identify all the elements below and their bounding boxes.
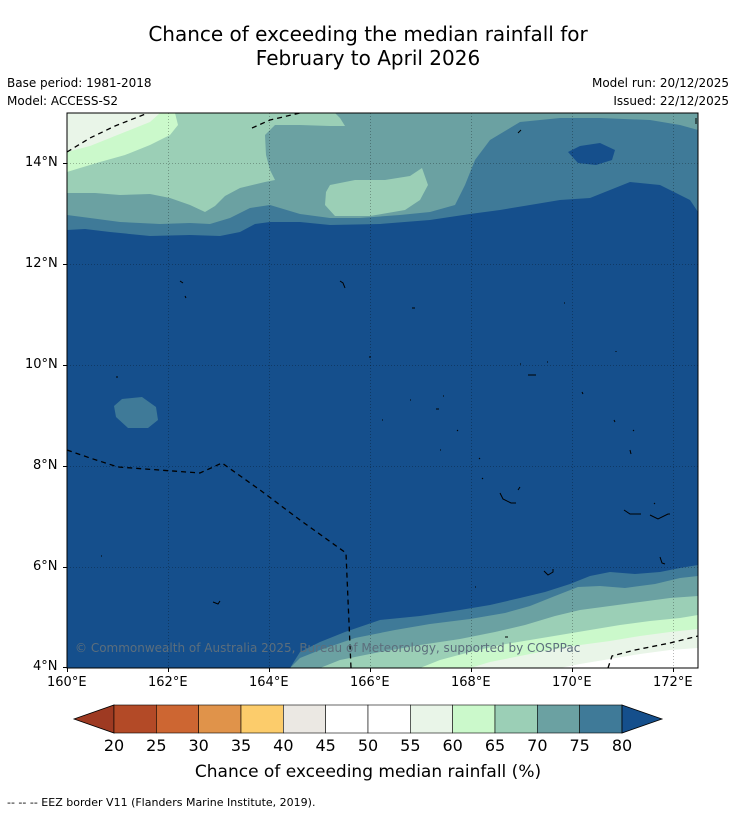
islands	[101, 118, 697, 638]
lat-label-14: 14°N	[25, 155, 58, 170]
lon-label-170: 170°E	[552, 675, 592, 690]
base-period: Base period: 1981-2018	[7, 76, 152, 90]
lon-label-160: 160°E	[47, 675, 87, 690]
colorbar-tick-label: 65	[484, 736, 506, 755]
colorbar-high-extension	[621, 704, 664, 734]
title-line-1: Chance of exceeding the median rainfall …	[148, 22, 588, 46]
colorbar-label: Chance of exceeding median rainfall (%)	[194, 762, 542, 782]
colorbar-tick-label: 40	[273, 736, 294, 755]
colorbar-tick-label: 45	[315, 736, 336, 755]
colorbar-swatch	[240, 704, 284, 734]
colorbar-tick-label: 55	[400, 736, 421, 755]
meta-right: Model run: 20/12/2025 Issued: 22/12/2025	[592, 74, 729, 110]
map-figure	[63, 112, 699, 734]
colorbar-swatch	[198, 704, 242, 734]
copyright-notice: © Commonwealth of Australia 2025, Bureau…	[75, 641, 581, 655]
tick-marks	[63, 163, 674, 672]
region-75-80-patch-west	[114, 397, 158, 428]
lat-label-12: 12°N	[25, 256, 58, 271]
meta-left: Base period: 1981-2018 Model: ACCESS-S2	[7, 74, 152, 110]
colorbar-tick-label: 50	[357, 736, 379, 755]
model-run: Model run: 20/12/2025	[591, 76, 729, 90]
map-plot	[67, 113, 698, 668]
lon-label-168: 168°E	[451, 675, 491, 690]
eez-border	[67, 113, 698, 668]
lon-label-172: 172°E	[653, 675, 693, 690]
colorbar-tick-label: 35	[230, 736, 252, 755]
colorbar-swatch	[367, 704, 411, 734]
colorbar-swatch	[410, 704, 453, 734]
colorbar	[72, 704, 664, 734]
colorbar-swatch	[283, 704, 326, 734]
model-name: Model: ACCESS-S2	[7, 94, 119, 108]
colorbar-swatch	[452, 704, 496, 734]
colorbar-swatch	[113, 704, 157, 734]
issued-date: Issued: 22/12/2025	[613, 94, 729, 108]
colorbar-tick-label: 70	[527, 736, 548, 755]
colorbar-tick-label: 30	[188, 736, 209, 755]
colorbar-tick-label: 75	[569, 736, 590, 755]
gridlines	[67, 113, 698, 668]
region-55-60-top	[67, 113, 160, 152]
region-65-70-patch	[325, 168, 428, 216]
colorbar-low-extension	[72, 704, 115, 734]
lon-label-162: 162°E	[148, 675, 188, 690]
colorbar-tick-label: 25	[146, 736, 167, 755]
lat-label-10: 10°N	[25, 357, 58, 372]
lat-label-4: 4°N	[33, 659, 58, 674]
region-above-80-patch-north	[568, 143, 615, 165]
lat-label-8: 8°N	[33, 458, 58, 473]
colorbar-swatch	[325, 704, 369, 734]
map-frame	[66, 112, 699, 669]
colorbar-tick-label: 80	[611, 736, 633, 755]
colorbar-swatches	[113, 704, 623, 734]
eez-legend: -- -- -- EEZ border V11 (Flanders Marine…	[7, 796, 316, 809]
colorbar-swatch	[537, 704, 580, 734]
region-50-55-bottom	[560, 648, 698, 668]
colorbar-tick-label: 60	[442, 736, 463, 755]
map-title: Chance of exceeding the median rainfall …	[0, 22, 736, 70]
lon-label-166: 166°E	[350, 675, 390, 690]
title-line-2: February to April 2026	[255, 46, 481, 70]
colorbar-tick-label: 20	[103, 736, 125, 755]
lon-label-164: 164°E	[249, 675, 289, 690]
lat-label-6: 6°N	[33, 559, 58, 574]
colorbar-swatch	[494, 704, 538, 734]
colorbar-swatch	[156, 704, 199, 734]
colorbar-swatch	[579, 704, 623, 734]
